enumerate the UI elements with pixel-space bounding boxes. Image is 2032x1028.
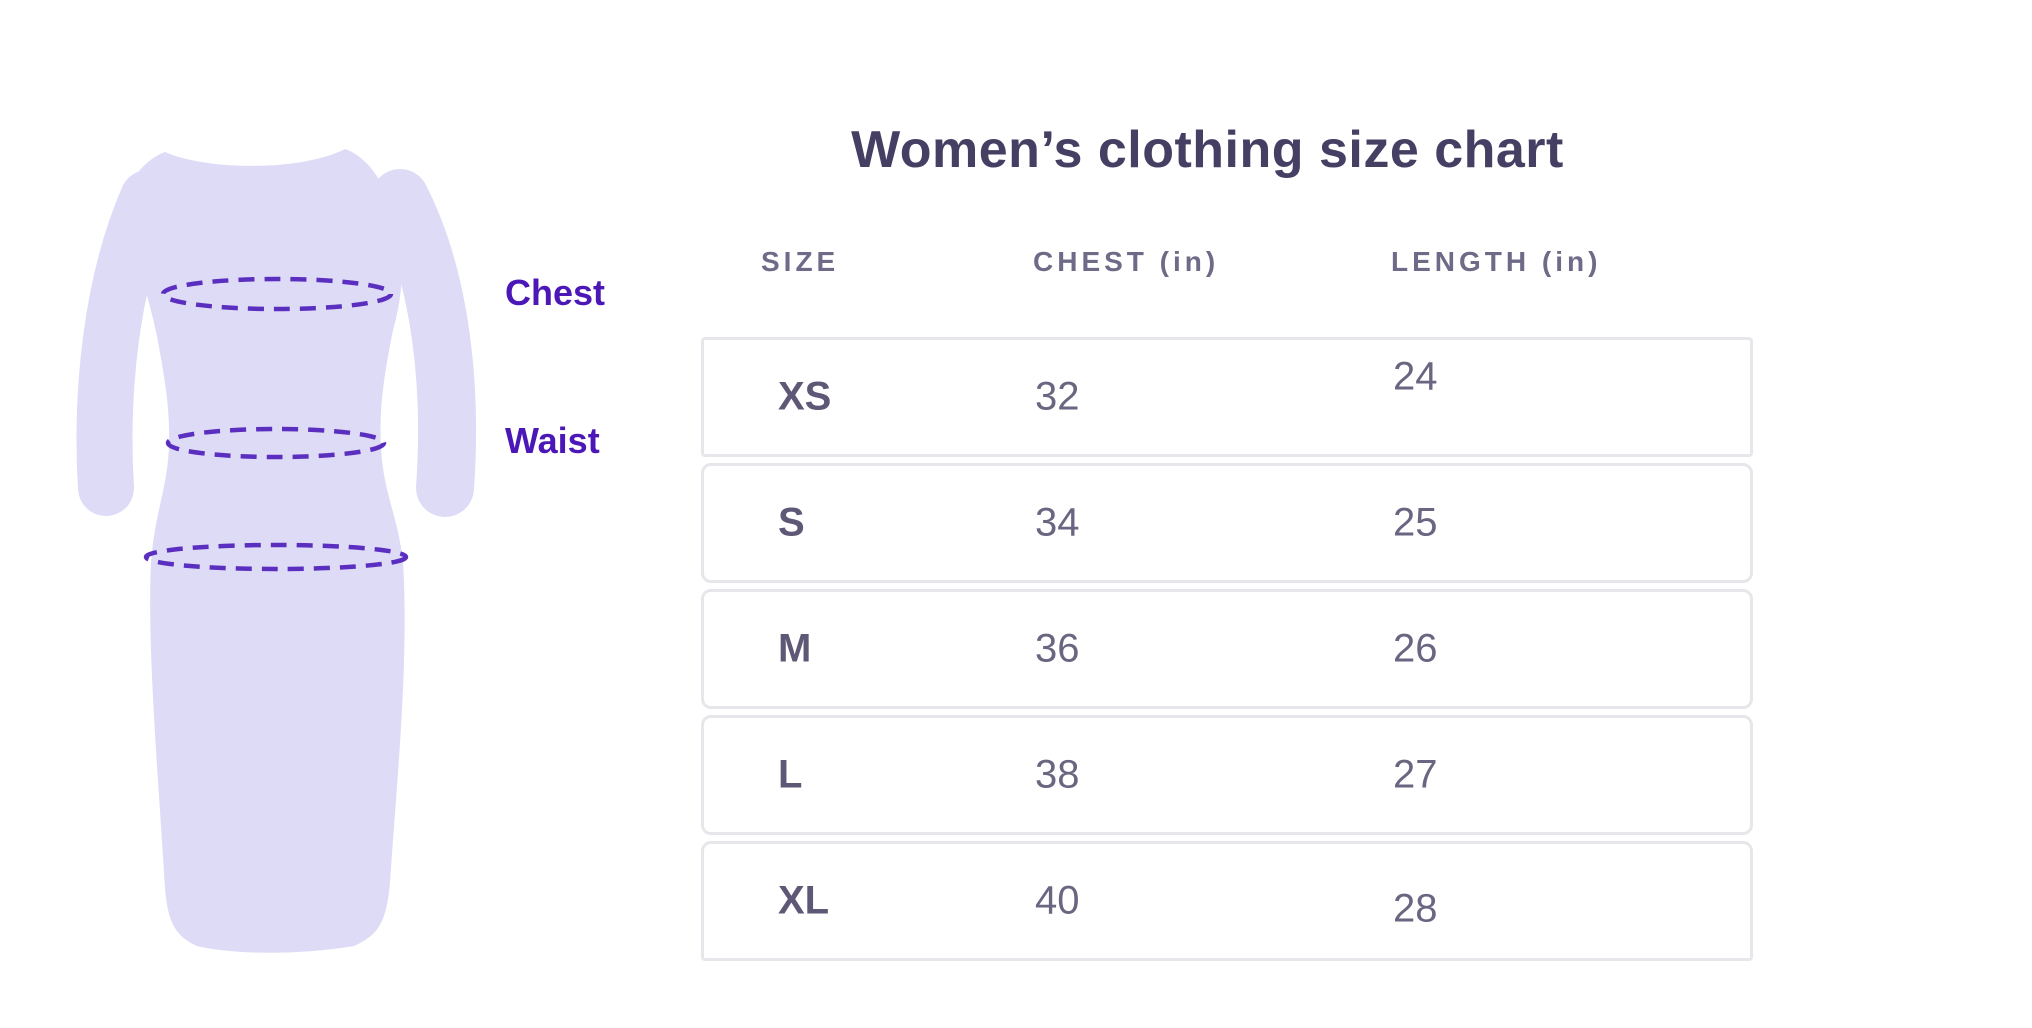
waist-measure-line bbox=[165, 426, 387, 460]
table-header: SIZE CHEST (in) LENGTH (in) bbox=[701, 238, 1753, 290]
size-value: XS bbox=[778, 374, 832, 419]
table-row: L 38 27 bbox=[701, 715, 1753, 835]
table-row: XS 32 24 bbox=[701, 337, 1753, 457]
size-table: XS 32 24 S 34 25 M 36 26 L 38 27 XL 40 2… bbox=[701, 337, 1753, 967]
length-value: 27 bbox=[1393, 752, 1438, 797]
chest-value: 34 bbox=[1035, 500, 1080, 545]
chest-value: 38 bbox=[1035, 752, 1080, 797]
chest-value: 40 bbox=[1035, 878, 1080, 923]
table-row: S 34 25 bbox=[701, 463, 1753, 583]
hip-measure-line bbox=[143, 542, 409, 572]
chest-measure-line bbox=[160, 276, 394, 312]
column-header-chest: CHEST (in) bbox=[1033, 246, 1220, 277]
chest-label: Chest bbox=[505, 272, 606, 313]
chest-value: 32 bbox=[1035, 374, 1080, 419]
length-value: 28 bbox=[1393, 886, 1438, 931]
length-value: 25 bbox=[1393, 500, 1438, 545]
size-value: S bbox=[778, 500, 805, 545]
size-value: L bbox=[778, 752, 803, 797]
chest-value: 36 bbox=[1035, 626, 1080, 671]
column-header-length: LENGTH (in) bbox=[1391, 246, 1602, 277]
waist-label: Waist bbox=[505, 420, 600, 461]
length-value: 24 bbox=[1393, 354, 1438, 399]
page-title: Women’s clothing size chart bbox=[851, 121, 1564, 179]
dress-body bbox=[120, 149, 405, 953]
length-value: 26 bbox=[1393, 626, 1438, 671]
dress-right-sleeve bbox=[371, 169, 477, 517]
size-value: XL bbox=[778, 878, 830, 923]
dress-illustration bbox=[76, 149, 477, 953]
column-header-size: SIZE bbox=[761, 246, 840, 277]
table-row: XL 40 28 bbox=[701, 841, 1753, 961]
size-value: M bbox=[778, 626, 812, 671]
table-row: M 36 26 bbox=[701, 589, 1753, 709]
